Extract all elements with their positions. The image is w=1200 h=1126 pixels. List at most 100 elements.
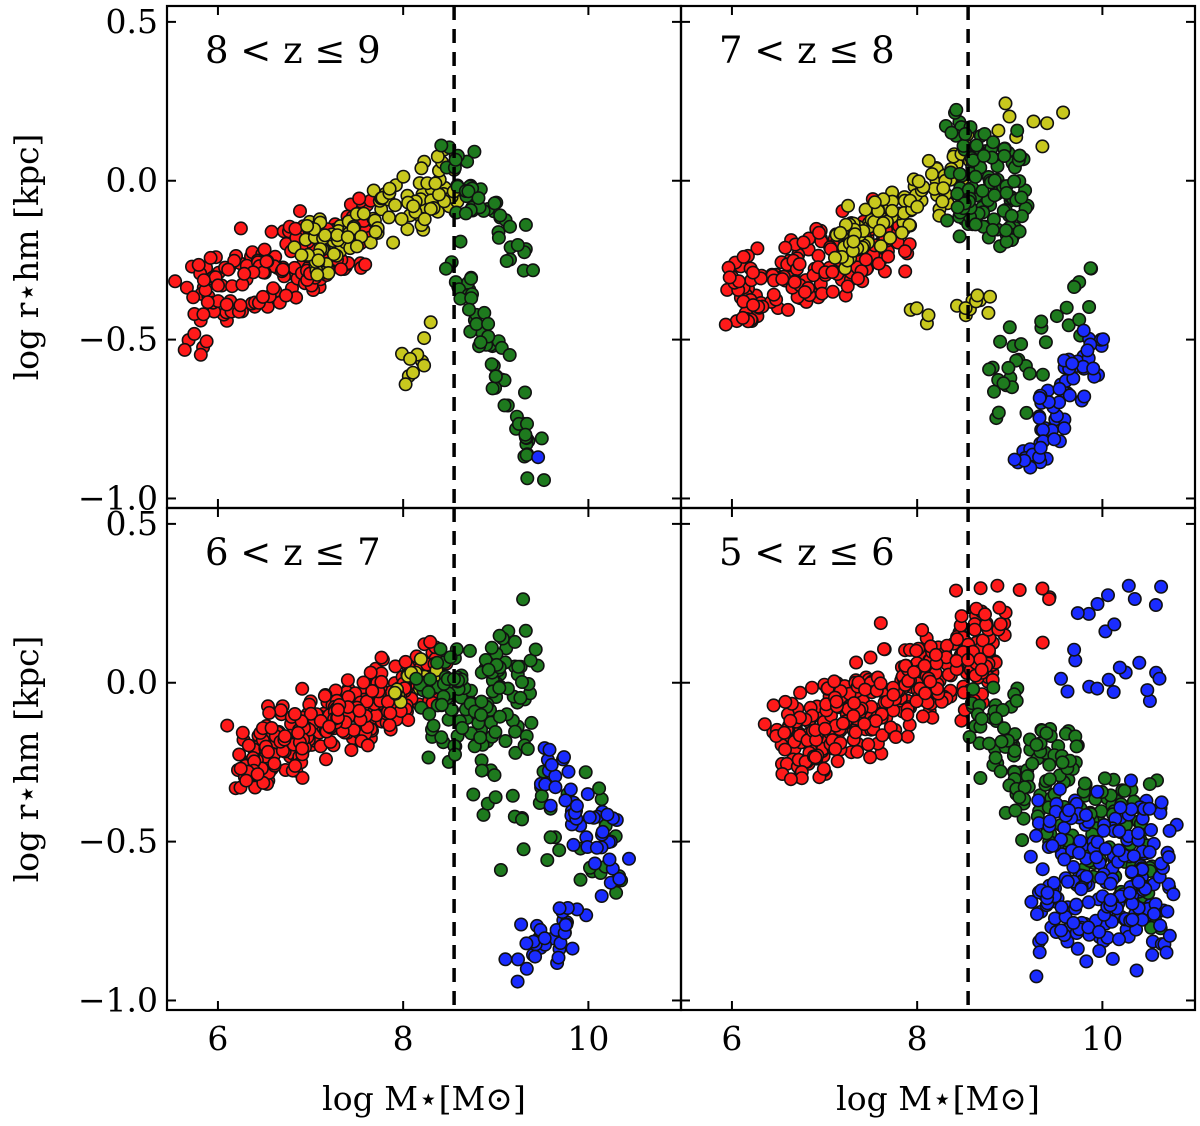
data-point-green [492, 628, 507, 643]
data-point-red [848, 725, 863, 740]
data-point-yellow [382, 181, 397, 196]
frame-bottom-right [679, 506, 1197, 1012]
data-point-green [510, 238, 525, 253]
data-point-green [1012, 790, 1027, 805]
data-point-green [1007, 743, 1022, 758]
data-point-yellow [846, 234, 861, 249]
data-point-green [1004, 208, 1019, 223]
data-point-red [816, 761, 831, 776]
data-point-red [840, 279, 855, 294]
data-point-red [187, 326, 202, 341]
x-axis-labels: log M⋆[M⊙] log M⋆[M⊙] [322, 1079, 1040, 1118]
data-point-blue [537, 931, 552, 946]
data-point-red [235, 725, 250, 740]
axis-ticks: 6 8 10 6 8 100.50.0−0.5−1.00.50.0−0.5−1.0 [78, 2, 1195, 1058]
data-point-blue [563, 782, 578, 797]
data-point-blue [558, 917, 573, 932]
data-point-green [484, 357, 499, 372]
data-point-green [487, 768, 502, 783]
data-point-blue [1061, 803, 1076, 818]
data-point-blue [612, 871, 627, 886]
data-point-blue [1112, 824, 1127, 839]
data-point-blue [498, 952, 513, 967]
data-point-yellow [294, 248, 309, 263]
data-point-green [993, 334, 1008, 349]
data-point-red [736, 249, 751, 264]
data-point-blue [595, 824, 610, 839]
data-point-red [990, 578, 1005, 593]
data-point-red [829, 694, 844, 709]
data-point-red [196, 307, 211, 322]
data-point-blue [1060, 684, 1075, 699]
data-point-blue [1052, 782, 1067, 797]
data-point-blue [600, 807, 615, 822]
data-point-red [356, 675, 371, 690]
data-point-red [266, 281, 281, 296]
data-point-yellow [349, 239, 364, 254]
panel-label-z6-7: 6 < z ≤ 7 [205, 531, 381, 574]
data-point-red [858, 252, 873, 267]
data-point-blue [1042, 814, 1057, 829]
data-point-green [464, 291, 479, 306]
data-point-green [517, 385, 532, 400]
data-point-green [997, 149, 1012, 164]
data-point-green [976, 148, 991, 163]
data-point-green [1059, 300, 1074, 315]
data-point-blue [1148, 597, 1163, 612]
data-point-red [949, 653, 964, 668]
data-point-blue [1162, 928, 1177, 943]
data-point-red [766, 287, 781, 302]
data-point-green [966, 682, 981, 697]
data-point-red [211, 278, 226, 293]
data-point-yellow [911, 174, 926, 189]
data-point-blue [1077, 389, 1092, 404]
data-point-green [986, 680, 1001, 695]
data-point-yellow [827, 250, 842, 265]
data-point-blue [621, 851, 636, 866]
data-point-red [267, 756, 282, 771]
data-point-green [474, 707, 489, 722]
data-point-yellow [326, 247, 341, 262]
data-point-blue [1032, 390, 1047, 405]
data-point-blue [1125, 912, 1140, 927]
data-point-blue [1131, 826, 1146, 841]
data-point-yellow [423, 315, 438, 330]
data-point-yellow [396, 169, 411, 184]
data-point-red [875, 728, 890, 743]
data-point-green [520, 741, 535, 756]
data-point-yellow [924, 167, 939, 182]
data-point-green [1002, 320, 1017, 335]
data-point-blue [1054, 671, 1069, 686]
data-point-blue [569, 798, 584, 813]
data-point-green [518, 623, 533, 638]
data-point-green [1025, 756, 1040, 771]
data-point-red [168, 274, 183, 289]
data-point-green [540, 853, 555, 868]
data-point-red [888, 729, 903, 744]
data-point-green [986, 135, 1001, 150]
data-point-blue [531, 450, 546, 465]
data-point-yellow [300, 219, 315, 234]
data-point-green [1067, 279, 1082, 294]
data-point-green [499, 254, 514, 269]
data-point-green [466, 787, 481, 802]
data-point-red [898, 264, 913, 279]
data-point-blue [602, 852, 617, 867]
data-point-green [491, 230, 506, 245]
data-point-red [974, 662, 989, 677]
data-point-green [1055, 755, 1070, 770]
data-point-blue [1062, 388, 1077, 403]
data-point-red [199, 334, 214, 349]
data-point-green [473, 730, 488, 745]
data-point-yellow [872, 223, 887, 238]
data-point-yellow [386, 235, 401, 250]
data-point-red [900, 729, 915, 744]
data-point-blue [551, 950, 566, 965]
data-point-blue [1070, 606, 1085, 621]
data-point-yellow [883, 230, 898, 245]
data-point-green [409, 671, 424, 686]
data-point-blue [558, 793, 573, 808]
data-point-yellow [405, 365, 420, 380]
data-point-green [461, 184, 476, 199]
data-point-blue [587, 856, 602, 871]
